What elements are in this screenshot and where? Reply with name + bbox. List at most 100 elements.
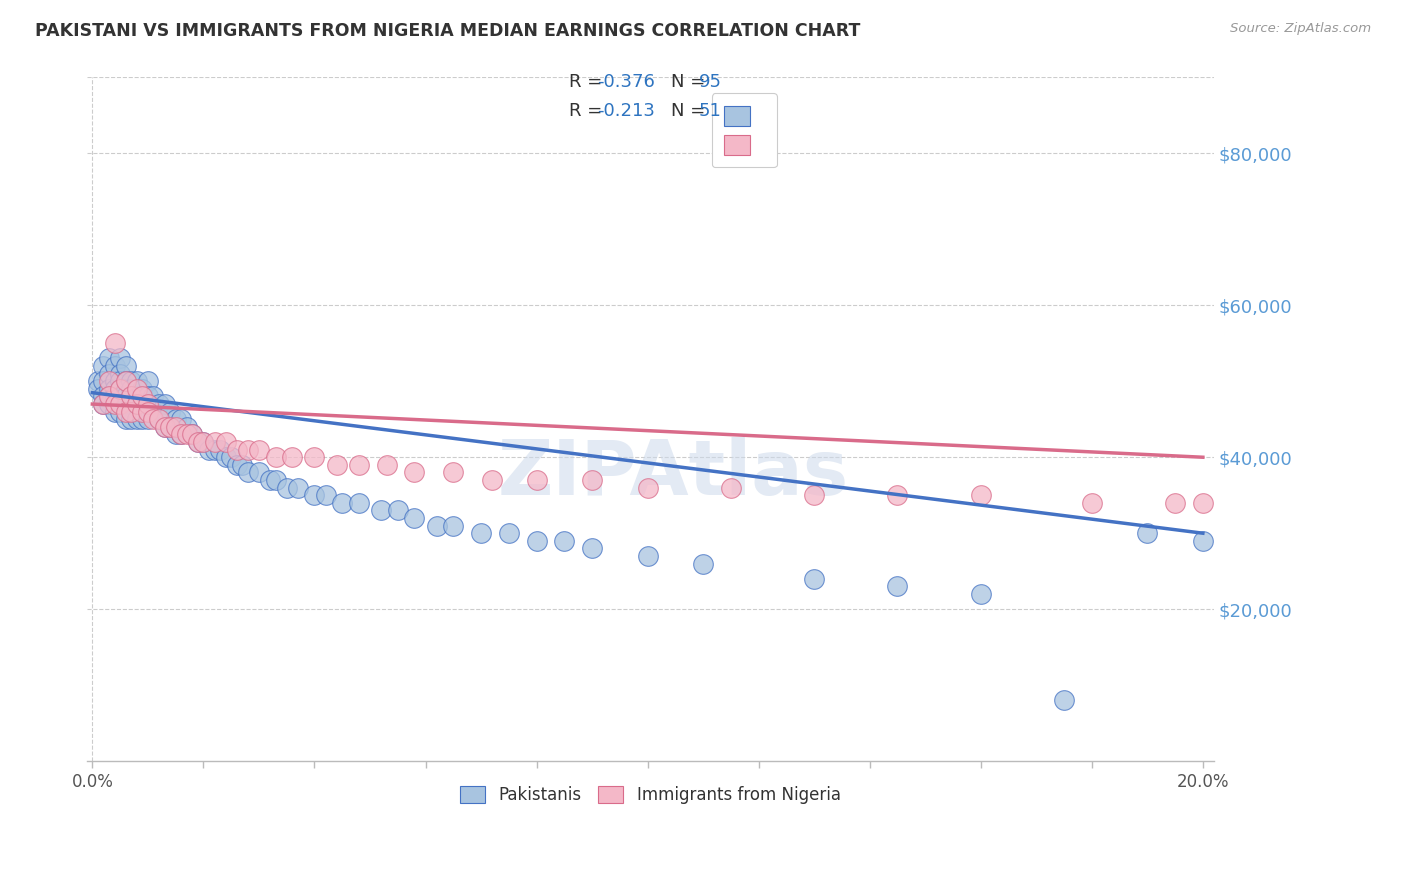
Point bbox=[276, 481, 298, 495]
Point bbox=[637, 481, 659, 495]
Point bbox=[498, 526, 520, 541]
Point bbox=[247, 466, 270, 480]
Point bbox=[98, 389, 121, 403]
Point bbox=[98, 397, 121, 411]
Point bbox=[247, 442, 270, 457]
Point bbox=[187, 435, 209, 450]
Point bbox=[108, 351, 131, 366]
Point bbox=[315, 488, 337, 502]
Point bbox=[142, 405, 165, 419]
Point bbox=[98, 351, 121, 366]
Point bbox=[264, 450, 287, 465]
Point bbox=[720, 481, 742, 495]
Point bbox=[108, 405, 131, 419]
Point bbox=[108, 382, 131, 396]
Point bbox=[214, 435, 236, 450]
Point bbox=[136, 397, 159, 411]
Point bbox=[103, 359, 125, 373]
Point bbox=[148, 397, 170, 411]
Point bbox=[970, 587, 993, 601]
Point bbox=[93, 389, 115, 403]
Point bbox=[325, 458, 347, 472]
Point bbox=[114, 412, 136, 426]
Point bbox=[159, 420, 181, 434]
Point bbox=[803, 488, 825, 502]
Point bbox=[181, 427, 204, 442]
Point bbox=[103, 336, 125, 351]
Point bbox=[304, 450, 326, 465]
Point bbox=[304, 488, 326, 502]
Point bbox=[87, 382, 110, 396]
Point bbox=[426, 518, 449, 533]
Point bbox=[193, 435, 215, 450]
Point bbox=[1053, 693, 1076, 707]
Point bbox=[120, 397, 142, 411]
Point bbox=[526, 473, 548, 487]
Point bbox=[159, 405, 181, 419]
Point bbox=[225, 442, 247, 457]
Point bbox=[98, 389, 121, 403]
Point bbox=[93, 359, 115, 373]
Point bbox=[404, 511, 426, 525]
Point bbox=[1081, 496, 1104, 510]
Point bbox=[170, 427, 193, 442]
Point bbox=[214, 450, 236, 465]
Point bbox=[131, 389, 153, 403]
Point bbox=[219, 450, 242, 465]
Point bbox=[441, 518, 464, 533]
Point bbox=[103, 405, 125, 419]
Point bbox=[803, 572, 825, 586]
Point bbox=[114, 374, 136, 388]
Point bbox=[176, 427, 198, 442]
Point bbox=[404, 466, 426, 480]
Point bbox=[1192, 496, 1215, 510]
Point bbox=[148, 412, 170, 426]
Point bbox=[330, 496, 353, 510]
Text: R =: R = bbox=[569, 102, 609, 120]
Point bbox=[970, 488, 993, 502]
Point bbox=[136, 389, 159, 403]
Point bbox=[125, 382, 148, 396]
Point bbox=[198, 442, 221, 457]
Point bbox=[136, 374, 159, 388]
Text: R =: R = bbox=[569, 73, 609, 91]
Point bbox=[165, 420, 187, 434]
Point bbox=[441, 466, 464, 480]
Point bbox=[120, 405, 142, 419]
Point bbox=[142, 389, 165, 403]
Text: ZIPAtlas: ZIPAtlas bbox=[498, 437, 849, 511]
Point bbox=[287, 481, 309, 495]
Point bbox=[170, 412, 193, 426]
Point bbox=[114, 397, 136, 411]
Point bbox=[181, 427, 204, 442]
Point bbox=[347, 496, 370, 510]
Point bbox=[136, 405, 159, 419]
Point bbox=[153, 397, 176, 411]
Point bbox=[204, 435, 226, 450]
Point bbox=[131, 405, 153, 419]
Point bbox=[131, 382, 153, 396]
Point bbox=[153, 420, 176, 434]
Point bbox=[637, 549, 659, 563]
Text: Source: ZipAtlas.com: Source: ZipAtlas.com bbox=[1230, 22, 1371, 36]
Point bbox=[87, 374, 110, 388]
Text: 51: 51 bbox=[699, 102, 721, 120]
Point bbox=[581, 473, 603, 487]
Point bbox=[886, 488, 908, 502]
Point bbox=[1192, 533, 1215, 548]
Text: -0.213: -0.213 bbox=[598, 102, 655, 120]
Point bbox=[692, 557, 714, 571]
Point bbox=[526, 533, 548, 548]
Point bbox=[114, 389, 136, 403]
Point bbox=[1164, 496, 1187, 510]
Point bbox=[120, 382, 142, 396]
Point bbox=[231, 458, 253, 472]
Point bbox=[120, 412, 142, 426]
Point bbox=[470, 526, 492, 541]
Text: PAKISTANI VS IMMIGRANTS FROM NIGERIA MEDIAN EARNINGS CORRELATION CHART: PAKISTANI VS IMMIGRANTS FROM NIGERIA MED… bbox=[35, 22, 860, 40]
Point bbox=[886, 579, 908, 593]
Point bbox=[236, 466, 259, 480]
Point bbox=[259, 473, 281, 487]
Point bbox=[131, 412, 153, 426]
Point bbox=[148, 412, 170, 426]
